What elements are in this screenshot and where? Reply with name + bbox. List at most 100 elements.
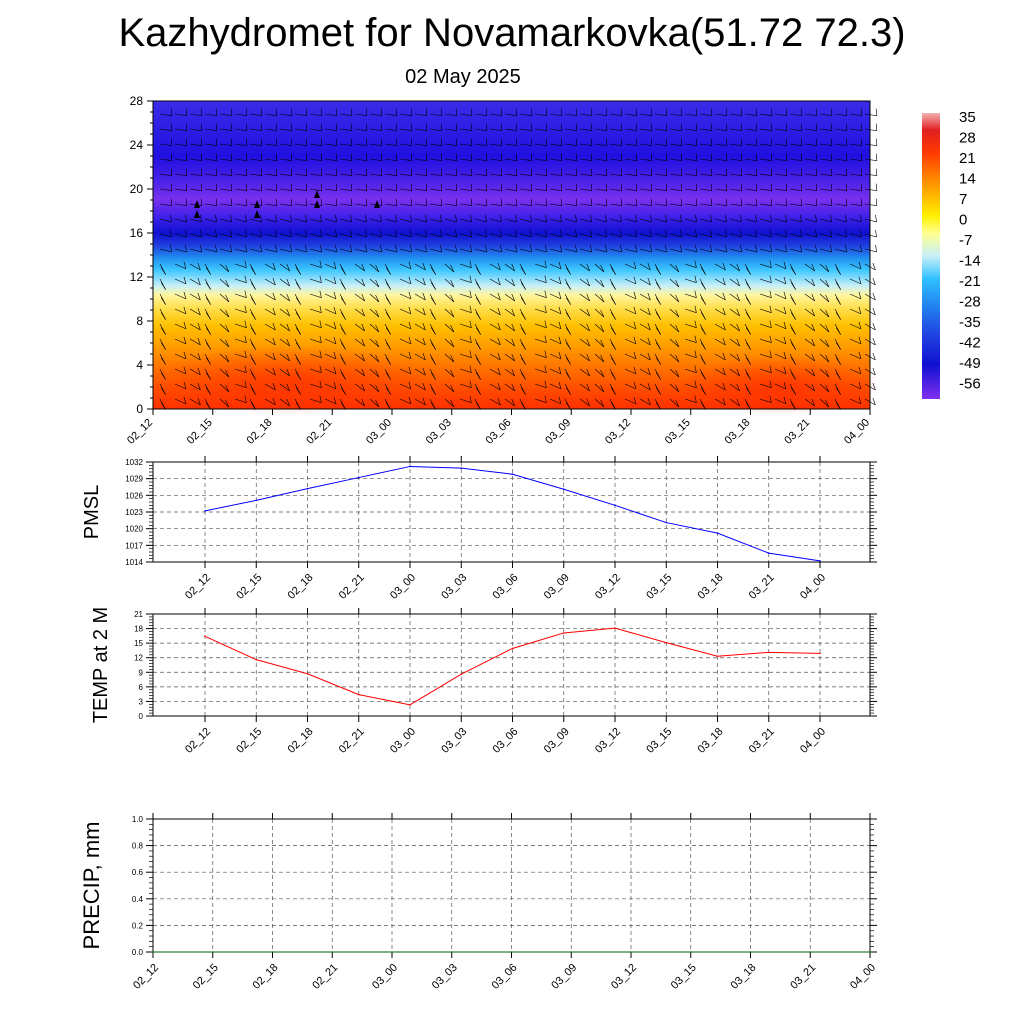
data-point — [460, 673, 463, 676]
wind-barb-feather — [335, 153, 338, 161]
wind-barb-feather — [610, 282, 616, 290]
wind-barb — [594, 323, 605, 333]
wind-barb-feather — [835, 327, 841, 335]
wind-barb-feather — [875, 108, 878, 116]
wind-barb — [549, 173, 562, 176]
wind-barb-feather — [205, 372, 211, 380]
data-point — [749, 951, 752, 953]
wind-barb-feather — [183, 306, 187, 314]
wind-barb — [264, 293, 276, 301]
wind-barb — [504, 293, 515, 302]
wind-barb-feather — [845, 198, 848, 206]
wind-barb — [729, 158, 742, 161]
wind-barb — [819, 218, 832, 223]
wind-barb-feather — [745, 297, 751, 305]
wind-barb — [324, 203, 337, 206]
wind-barb — [654, 113, 667, 116]
wind-barb-feather — [710, 153, 713, 161]
wind-barb-feather — [655, 372, 661, 380]
wind-barb — [759, 158, 772, 161]
wind-barb — [444, 113, 457, 116]
y-tick-label: 0 — [136, 402, 143, 416]
wind-barb — [264, 233, 277, 238]
wind-barb — [279, 158, 292, 161]
wind-barb-feather — [665, 123, 668, 131]
wind-barb — [384, 233, 397, 238]
wind-barb — [834, 173, 847, 176]
wind-barb — [849, 323, 862, 330]
wind-barb — [774, 293, 787, 300]
wind-barb-feather — [425, 183, 428, 191]
wind-barb — [864, 143, 877, 146]
wind-barb-feather — [170, 198, 173, 206]
wind-barb-feather — [800, 229, 802, 237]
wind-barb-feather — [410, 214, 412, 222]
wind-barb — [834, 203, 847, 206]
wind-barb-feather — [783, 276, 787, 284]
wind-barb — [819, 398, 830, 408]
wind-barb-feather — [408, 291, 412, 299]
wind-barb — [399, 308, 412, 315]
wind-barb-feather — [375, 369, 380, 378]
wind-barb-feather — [260, 108, 263, 116]
wind-barb — [459, 293, 472, 298]
wind-barb — [834, 158, 847, 161]
wind-barb-feather — [295, 357, 301, 365]
wind-barb — [669, 308, 680, 318]
wind-barb-feather — [380, 198, 383, 206]
wind-barb — [804, 203, 817, 206]
wind-barb — [504, 218, 517, 223]
wind-barb-feather — [515, 123, 518, 131]
wind-barb-feather — [469, 275, 472, 283]
wind-barb — [234, 218, 247, 223]
wind-barb — [534, 158, 547, 161]
wind-barb-feather — [858, 291, 862, 299]
wind-barb-feather — [845, 108, 848, 116]
wind-barb — [354, 398, 365, 407]
wind-barb-feather — [408, 396, 412, 404]
wind-barb-feather — [485, 244, 487, 252]
wind-barb-feather — [185, 138, 188, 146]
wind-barb — [264, 278, 276, 286]
wind-barb-feather — [225, 384, 230, 393]
wind-barb — [639, 383, 651, 391]
x-tick-label: 03_18 — [696, 572, 726, 602]
wind-barb — [669, 263, 680, 273]
wind-barb-feather — [245, 198, 248, 206]
wind-barb-feather — [515, 168, 518, 176]
wind-barb — [804, 368, 815, 377]
wind-barb-feather — [783, 336, 787, 344]
wind-barb-feather — [695, 123, 698, 131]
wind-barb-feather — [769, 335, 772, 343]
wind-barb-feather — [725, 123, 728, 131]
wind-barb-feather — [835, 267, 841, 275]
wind-barb-feather — [620, 244, 622, 252]
wind-barb-feather — [350, 214, 352, 222]
wind-barb — [459, 188, 472, 191]
wind-barb-feather — [500, 108, 503, 116]
wind-barb-feather — [440, 214, 442, 222]
wind-barb — [354, 278, 365, 287]
x-tick-label: 02_12 — [183, 726, 213, 756]
wind-barb — [624, 203, 637, 206]
wind-barb-feather — [197, 382, 201, 391]
wind-barb-feather — [160, 327, 166, 335]
wind-barb — [369, 248, 382, 253]
wind-barb-feather — [770, 244, 772, 252]
wind-barb — [504, 113, 517, 116]
wind-barb-feather — [422, 322, 426, 331]
wind-flag — [314, 190, 320, 198]
wind-barb-feather — [275, 153, 278, 161]
wind-barb-feather — [272, 337, 276, 346]
y-tick-label: 1032 — [125, 458, 143, 467]
x-tick-label: 02_18 — [245, 417, 275, 447]
wind-barb-feather — [586, 398, 590, 407]
wind-barb — [759, 293, 772, 298]
wind-barb — [819, 278, 830, 288]
wind-barb-feather — [722, 292, 726, 301]
wind-barb-feather — [275, 198, 278, 206]
wind-barb-feather — [470, 123, 473, 131]
wind-barb — [234, 158, 247, 161]
data-point — [511, 647, 514, 650]
wind-barb-feather — [860, 183, 863, 191]
